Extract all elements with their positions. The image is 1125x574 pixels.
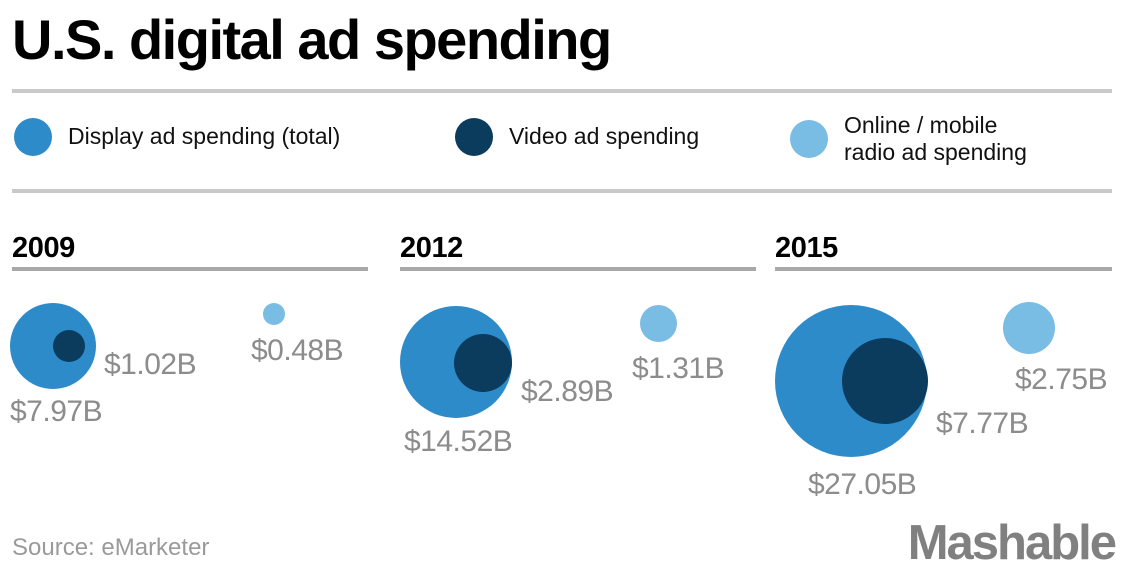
year-label-2015: 2015 — [775, 232, 838, 264]
legend-label-video: Video ad spending — [509, 123, 700, 150]
legend-label-display: Display ad spending (total) — [68, 123, 341, 150]
legend-item-video: Video ad spending — [455, 118, 699, 156]
value-radio-2009: $0.48B — [251, 334, 344, 367]
legend-item-radio: Online / mobile radio ad spending — [790, 112, 1027, 166]
year-label-2012: 2012 — [400, 232, 463, 264]
legend-label-radio: Online / mobile radio ad spending — [844, 112, 1027, 166]
year-label-2009: 2009 — [12, 232, 75, 264]
divider-top — [12, 89, 1112, 93]
value-video-2009: $1.02B — [104, 348, 197, 381]
value-display-2009: $7.97B — [10, 395, 103, 428]
value-display-2012: $14.52B — [404, 425, 513, 458]
value-radio-2015: $2.75B — [1015, 363, 1108, 396]
year-rule-2015 — [775, 267, 1112, 271]
legend-dot-video-icon — [455, 118, 493, 156]
source-note: Source: eMarketer — [12, 534, 210, 561]
bubble-video-2012 — [454, 334, 512, 392]
bubble-video-2015 — [842, 338, 928, 424]
bubble-radio-2009 — [263, 303, 285, 325]
legend-item-display: Display ad spending (total) — [14, 118, 340, 156]
year-rule-2009 — [12, 267, 368, 271]
mashable-logo: Mashable — [907, 516, 1117, 570]
legend-dot-display-icon — [14, 118, 52, 156]
page-title: U.S. digital ad spending — [12, 8, 612, 71]
bubble-video-2009 — [53, 330, 85, 362]
year-rule-2012 — [400, 267, 756, 271]
value-display-2015: $27.05B — [808, 468, 917, 501]
legend-dot-radio-icon — [790, 120, 828, 159]
value-video-2012: $2.89B — [521, 375, 614, 408]
divider-legend — [12, 189, 1112, 193]
value-video-2015: $7.77B — [936, 407, 1029, 440]
value-radio-2012: $1.31B — [632, 352, 725, 385]
bubble-radio-2015 — [1003, 302, 1055, 354]
bubble-radio-2012 — [640, 305, 677, 342]
